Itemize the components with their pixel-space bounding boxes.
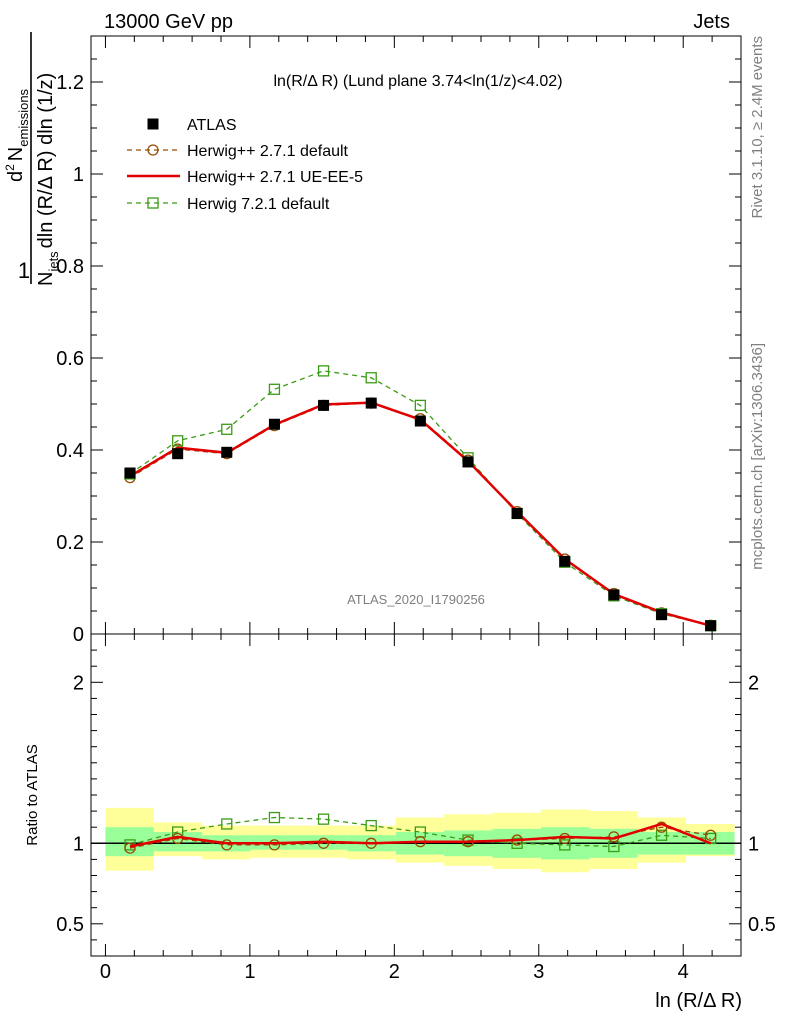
x-tick-label: 2 — [389, 961, 400, 983]
ylabel-jets: jets — [46, 251, 61, 273]
atlas-data-point — [268, 418, 280, 430]
ratio-inner-band — [153, 832, 203, 852]
y-tick-label: 0 — [73, 624, 84, 646]
atlas-data-point — [705, 620, 717, 632]
ylabel-Njets: N — [35, 272, 57, 286]
ratio-herwig-271-default-point — [317, 837, 330, 849]
atlas-data-point — [462, 456, 474, 468]
ratio-herwig-271-default-point — [705, 829, 717, 841]
x-tick-label: 1 — [244, 961, 255, 983]
legend-square-marker — [147, 197, 159, 209]
series-line-dashed-square — [129, 370, 711, 627]
y-tick-label: 0.6 — [56, 348, 84, 370]
herwig-721-default-point — [414, 399, 426, 412]
legend-atlas-marker — [147, 118, 159, 130]
ylabel-sup: 2 — [3, 164, 17, 171]
y-tick-label: 0.4 — [56, 440, 84, 462]
svg-text:Njetsdln (R/Δ R) dln (1/z): Njets dln (R/Δ R) dln (1/z) — [35, 73, 61, 286]
atlas-data-point — [221, 446, 233, 458]
herwig-721-default-point — [268, 383, 281, 395]
y-tick-label: 0.8 — [56, 256, 84, 278]
ratio-herwig-271-default-point — [221, 839, 233, 851]
header-right: Jets — [693, 11, 730, 33]
ylabel-one: 1 — [18, 258, 30, 283]
ylabel-N: N — [5, 147, 27, 161]
legend-label: Herwig 7.2.1 default — [187, 196, 330, 213]
x-tick-label: 4 — [678, 961, 689, 983]
atlas-data-point — [318, 399, 330, 411]
atlas-data-point — [172, 448, 184, 460]
mcplots-label: mcplots.cern.ch [arXiv:1306.3436] — [749, 343, 766, 570]
ratio-line-solid — [129, 822, 712, 848]
atlas-data-point — [414, 415, 426, 427]
ratio-tick-label-right: 1 — [748, 833, 759, 855]
ratio-herwig-271-default-point — [124, 842, 136, 854]
herwig-721-default-point — [221, 423, 233, 435]
y-tick-label: 1 — [73, 164, 84, 186]
x-tick-label: 0 — [100, 961, 111, 983]
herwig-721-default-point — [365, 372, 377, 384]
herwig-721-default-point — [317, 365, 330, 377]
y-axis-title: 1 d2 Nemissions Njets dln (R/Δ R) dln (1/z… — [3, 32, 61, 286]
herwig-721-default-point — [172, 435, 184, 447]
legend-label: Herwig++ 2.7.1 default — [187, 143, 349, 160]
ylabel-d: d — [5, 171, 27, 182]
atlas-data-point — [656, 609, 668, 621]
x-tick-label: 3 — [533, 961, 544, 983]
ratio-tick-label-right: 0.5 — [748, 914, 776, 936]
ratio-line-dashed-square — [129, 816, 711, 848]
ratio-inner-band — [105, 827, 154, 857]
atlas-data-point — [511, 507, 523, 519]
ratio-herwig-721-default-point — [221, 818, 233, 830]
ratio-tick-label-right: 2 — [748, 672, 759, 694]
legend: ATLAS Herwig++ 2.7.1 default Herwig++ 2.7.… — [127, 117, 363, 213]
ratio-herwig-721-default-point — [268, 811, 281, 824]
rivet-label: Rivet 3.1.10, ≥ 2.4M events — [749, 36, 766, 219]
watermark: ATLAS_2020_I1790256 — [347, 592, 485, 607]
ratio-herwig-721-default-point — [705, 832, 717, 845]
ratio-frame — [90, 633, 742, 957]
ylabel-emissions: emissions — [16, 88, 31, 146]
ratio-herwig-271-default-point — [268, 839, 281, 851]
ratio-herwig-721-default-point — [559, 839, 571, 851]
x-axis-title: ln (R/Δ R) — [655, 990, 742, 1012]
svg-text:d2Nemissions: d2 Nemissions — [3, 88, 31, 182]
atlas-data-point — [608, 589, 620, 601]
ylabel-den: dln (R/Δ R) dln (1/z) — [35, 73, 57, 249]
ratio-herwig-721-default-point — [365, 819, 377, 832]
y-tick-label: 1.2 — [56, 72, 84, 94]
ratio-herwig-721-default-point — [317, 813, 330, 825]
atlas-data-point — [365, 397, 377, 409]
ratio-herwig-721-default-point — [655, 829, 668, 841]
ratio-tick-label-left: 2 — [73, 672, 84, 694]
ratio-y-axis-title: Ratio to ATLAS — [24, 744, 41, 845]
ratio-herwig-721-default-point — [511, 837, 523, 849]
atlas-data-point — [559, 555, 571, 567]
legend-label: ATLAS — [187, 117, 237, 134]
plot-title: ln(R/Δ R) (Lund plane 3.74<ln(1/z)<4.02) — [273, 73, 562, 90]
y-tick-label: 0.2 — [56, 532, 84, 554]
legend-label: Herwig++ 2.7.1 UE-EE-5 — [187, 169, 363, 186]
legend-circle-marker — [147, 144, 159, 156]
ratio-tick-label-left: 0.5 — [56, 914, 84, 936]
ratio-tick-label-left: 1 — [73, 833, 84, 855]
atlas-data-point — [124, 467, 136, 479]
header-left: 13000 GeV pp — [104, 11, 233, 33]
